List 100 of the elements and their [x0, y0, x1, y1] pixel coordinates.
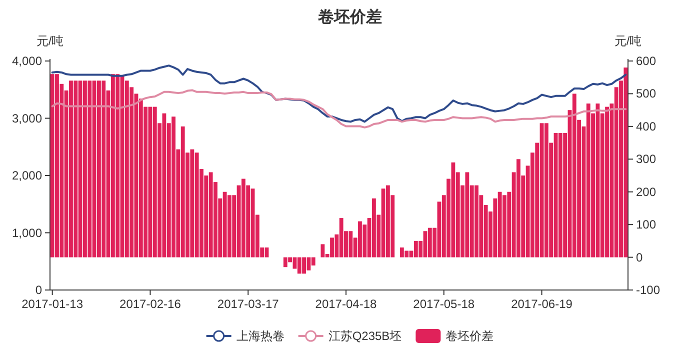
bar: [563, 132, 568, 258]
y-axis-title: 元/吨: [36, 34, 64, 48]
bar: [260, 247, 264, 258]
bar: [102, 80, 106, 258]
bar: [451, 162, 456, 258]
bar: [372, 198, 376, 258]
bar: [96, 80, 101, 258]
bar: [446, 178, 450, 258]
bar: [138, 98, 143, 258]
bar: [484, 204, 488, 258]
y-tick-label: 1,000: [12, 226, 42, 240]
bar: [214, 182, 218, 258]
bar: [432, 228, 437, 258]
bar: [55, 74, 59, 258]
bar: [521, 176, 526, 258]
bar: [367, 218, 372, 258]
x-tick-label: 2017-06-19: [511, 297, 573, 311]
bar: [250, 188, 255, 258]
bar: [180, 126, 185, 258]
bar: [488, 211, 492, 258]
bar: [400, 247, 404, 258]
bar: [493, 198, 498, 258]
bar: [283, 257, 288, 268]
bar: [124, 80, 129, 258]
y2-tick-label: 500: [636, 86, 656, 101]
bar: [386, 185, 390, 258]
bar: [334, 234, 339, 258]
legend-label: 上海热卷: [236, 329, 284, 343]
bar: [409, 250, 414, 258]
bar: [241, 178, 246, 258]
bar: [190, 149, 194, 258]
bar: [596, 104, 600, 258]
bar: [232, 195, 236, 258]
bar: [172, 116, 176, 258]
bar: [176, 149, 180, 258]
bar: [348, 231, 353, 258]
bar: [130, 87, 134, 258]
bar: [344, 231, 348, 258]
bar: [50, 74, 54, 258]
bar: [540, 123, 544, 258]
y2-tick-label: 300: [636, 152, 656, 166]
bar: [614, 87, 618, 258]
bar: [591, 113, 595, 258]
bar: [502, 195, 506, 258]
bar: [479, 195, 484, 258]
y-tick-label: 3,000: [12, 111, 42, 126]
bar: [228, 195, 232, 258]
bar: [362, 224, 367, 258]
bar: [158, 123, 162, 258]
y-tick-label: 4,000: [12, 54, 42, 68]
bar: [64, 90, 68, 258]
bar: [549, 142, 554, 258]
bar: [460, 185, 464, 258]
x-tick-label: 2017-04-18: [315, 297, 378, 311]
bar: [498, 192, 502, 258]
bar: [320, 244, 325, 258]
bar: [418, 240, 423, 258]
bar: [610, 104, 614, 258]
bar: [544, 123, 548, 258]
bar: [390, 195, 395, 258]
bar: [194, 152, 199, 258]
bar: [586, 104, 590, 258]
bar: [186, 152, 190, 258]
bar: [465, 172, 470, 258]
y2-tick-label: 100: [636, 218, 656, 232]
bar: [353, 238, 358, 258]
bar: [558, 132, 562, 258]
x-tick-label: 2017-02-16: [120, 297, 182, 311]
y2-axis-title: 元/吨: [614, 34, 642, 48]
bar: [204, 176, 208, 258]
bar: [222, 192, 227, 258]
bar: [572, 94, 576, 258]
bar: [330, 238, 334, 258]
bar: [152, 106, 157, 258]
bar: [414, 240, 418, 258]
bar: [297, 257, 302, 274]
bar: [526, 166, 530, 258]
legend-label: 卷坯价差: [446, 329, 494, 343]
bar: [311, 257, 316, 266]
chart-title: 卷坯价差: [317, 8, 382, 26]
bar: [423, 231, 428, 258]
y2-tick-label: -100: [636, 283, 660, 297]
bar: [288, 257, 292, 262]
bar: [246, 185, 250, 258]
y2-tick-label: 600: [636, 54, 656, 68]
bar: [428, 228, 432, 258]
bar: [507, 192, 512, 258]
y-tick-label: 0: [35, 283, 42, 297]
y-tick-label: 2,000: [12, 168, 42, 182]
bar: [325, 254, 330, 258]
x-tick-label: 2017-03-17: [217, 297, 280, 311]
bar: [577, 120, 582, 258]
bar: [88, 80, 92, 258]
bar: [456, 172, 460, 258]
bar: [381, 188, 386, 258]
x-tick-label: 2017-01-13: [22, 297, 84, 311]
bar: [530, 152, 534, 258]
bar: [437, 202, 442, 258]
bar: [208, 172, 213, 258]
bar: [554, 132, 558, 258]
